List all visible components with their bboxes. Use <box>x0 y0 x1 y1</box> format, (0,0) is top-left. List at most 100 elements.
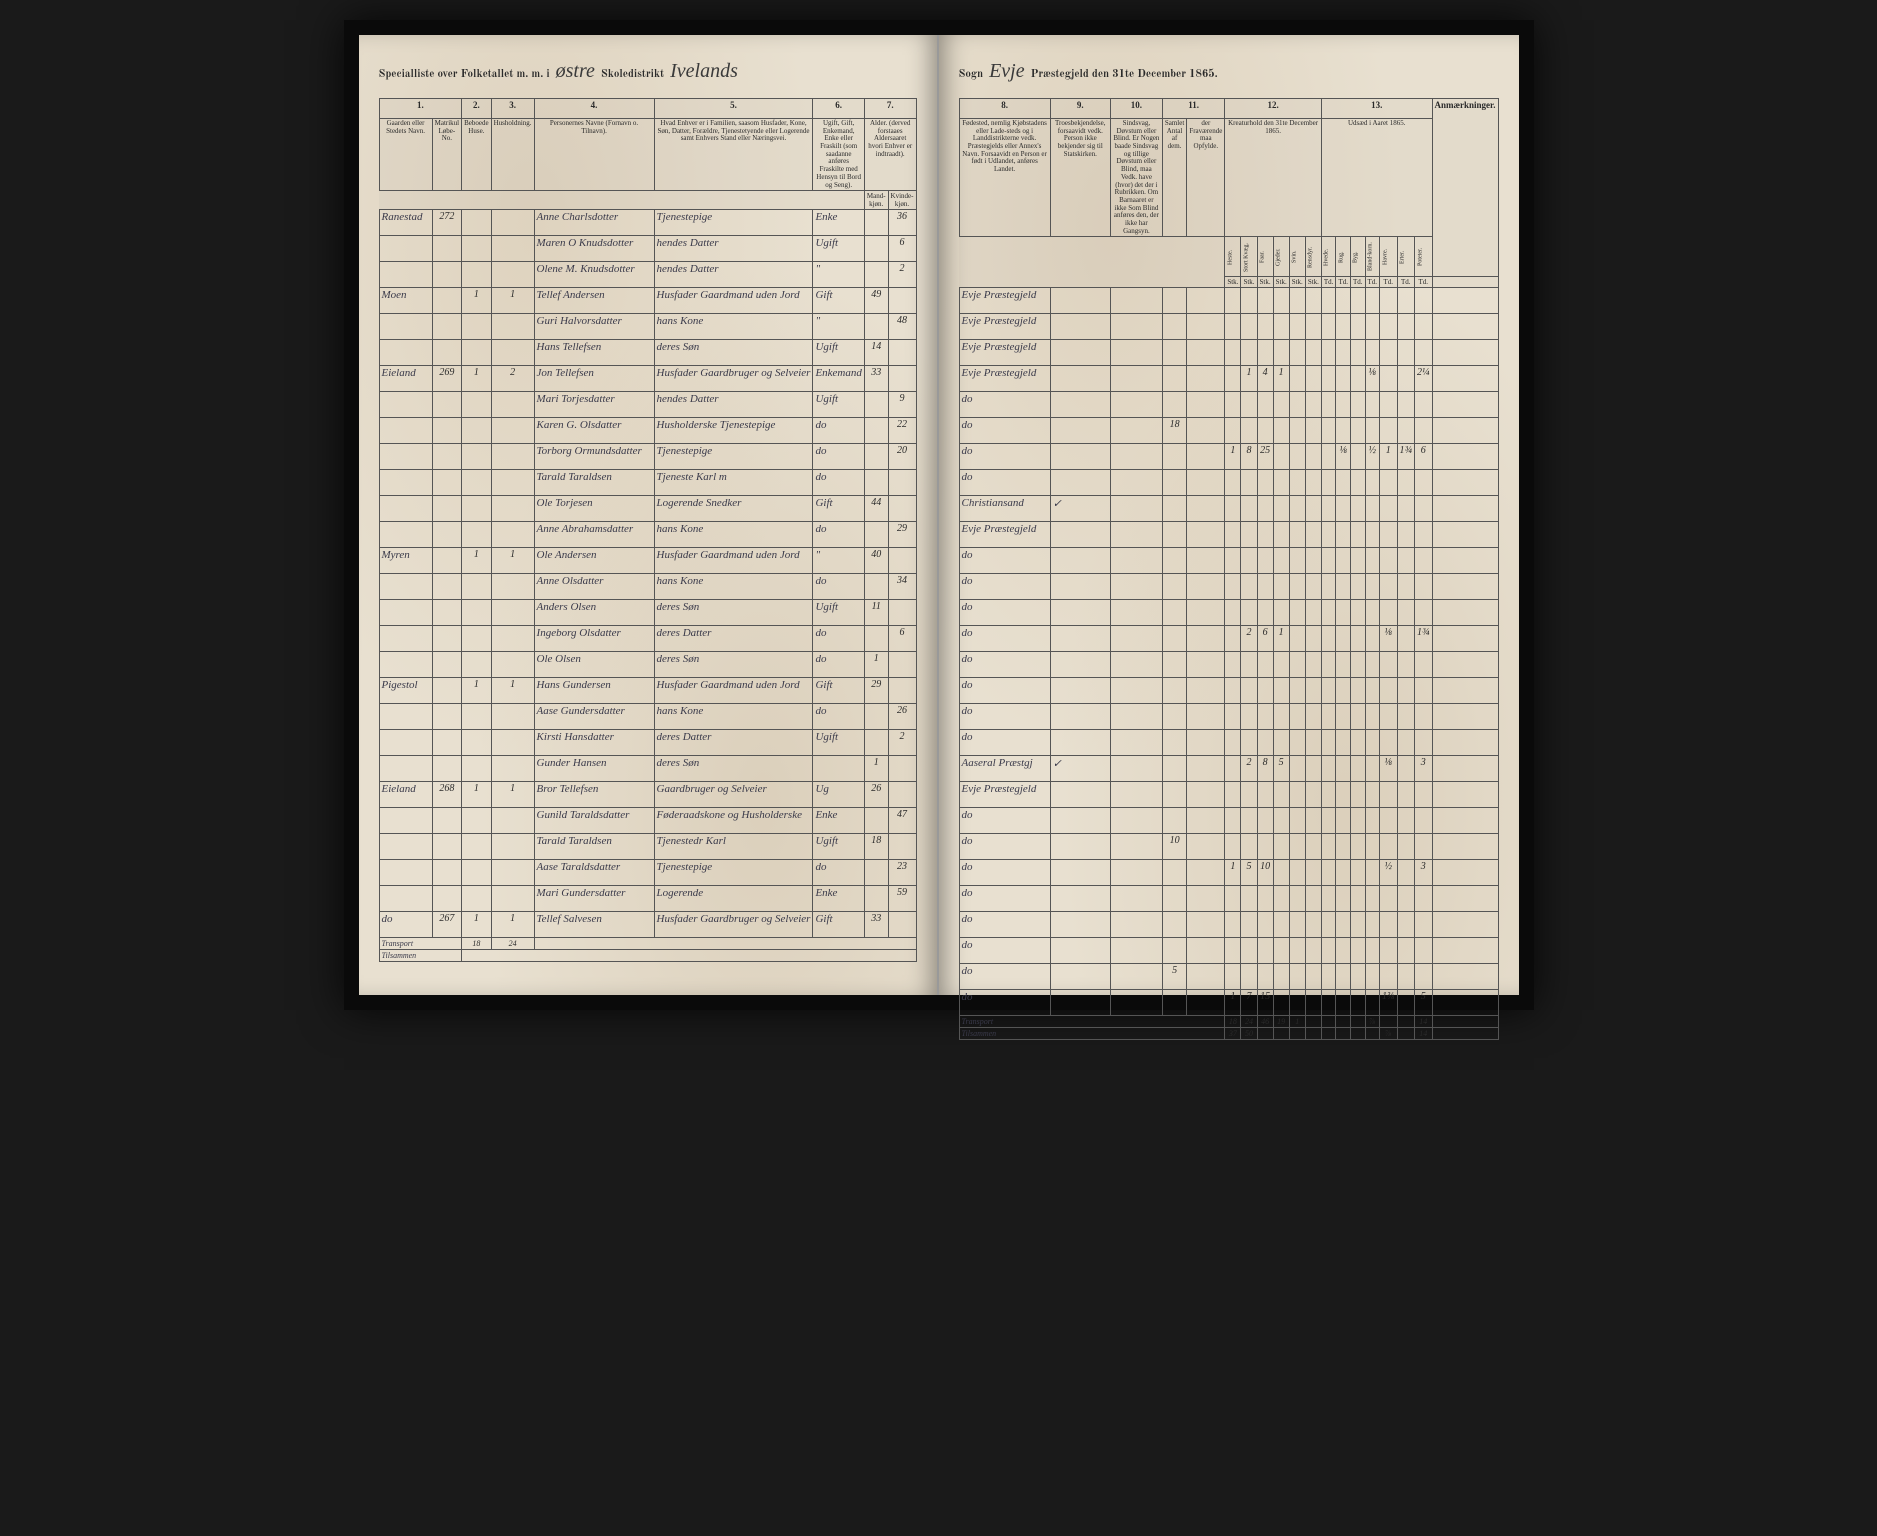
cell-place <box>379 314 432 340</box>
cell-role: hans Kone <box>654 574 813 600</box>
cell-c12 <box>1289 444 1305 470</box>
h-hh: Husholdning. <box>491 119 534 191</box>
cell-remark <box>1432 418 1498 444</box>
cell-name: Ingeborg Olsdatter <box>534 626 654 652</box>
cell-c13 <box>1350 496 1365 522</box>
cell-birth: do <box>959 652 1050 678</box>
sum-cell: 18 <box>1225 1016 1241 1028</box>
cell-status: Enke <box>813 210 864 236</box>
cell-c13 <box>1397 600 1415 626</box>
cell-dis <box>1110 418 1162 444</box>
cell-c12 <box>1241 470 1257 496</box>
cell-age-f: 6 <box>888 236 916 262</box>
unit-cell: Td. <box>1365 277 1380 288</box>
cell-dis <box>1110 938 1162 964</box>
cell-hh <box>491 730 534 756</box>
cell-c13 <box>1350 288 1365 314</box>
cell-11a <box>1162 366 1186 392</box>
unit-cell: Td. <box>1336 277 1351 288</box>
cell-role: hans Kone <box>654 314 813 340</box>
cell-birth: do <box>959 392 1050 418</box>
unit-cell: Stk. <box>1225 277 1241 288</box>
final-cell <box>1350 1028 1365 1040</box>
cell-11a <box>1162 808 1186 834</box>
cell-status <box>813 756 864 782</box>
cell-c13 <box>1321 574 1336 600</box>
cell-place <box>379 860 432 886</box>
cell-c12 <box>1225 730 1241 756</box>
cell-c12 <box>1225 678 1241 704</box>
cell-houses <box>462 262 492 288</box>
cell-11b <box>1187 704 1225 730</box>
cell-name: Gunild Taraldsdatter <box>534 808 654 834</box>
cell-c13 <box>1350 340 1365 366</box>
cell-c13 <box>1336 522 1351 548</box>
cell-11b <box>1187 626 1225 652</box>
final-cell: 14 <box>1415 1028 1433 1040</box>
cell-place <box>379 262 432 288</box>
cell-c12 <box>1273 834 1289 860</box>
cell-c12 <box>1225 652 1241 678</box>
cell-remark <box>1432 600 1498 626</box>
cell-11a <box>1162 522 1186 548</box>
sum-cell: 24 <box>1241 1016 1257 1028</box>
cell-c13 <box>1380 288 1398 314</box>
cell-c13 <box>1365 470 1380 496</box>
cell-c12 <box>1305 678 1321 704</box>
cell-dis <box>1110 574 1162 600</box>
cell-c13 <box>1380 366 1398 392</box>
cell-hh <box>491 392 534 418</box>
cell-c13 <box>1321 990 1336 1016</box>
cell-11b <box>1187 548 1225 574</box>
cell-place <box>379 600 432 626</box>
cell-age-m: 44 <box>864 496 888 522</box>
cell-c12 <box>1257 470 1273 496</box>
cell-hh <box>491 470 534 496</box>
cell-hh <box>491 626 534 652</box>
cell-c13 <box>1350 522 1365 548</box>
cell-c13 <box>1336 496 1351 522</box>
cell-mno <box>432 262 462 288</box>
cell-c13 <box>1397 938 1415 964</box>
cell-place <box>379 704 432 730</box>
cell-c12 <box>1305 964 1321 990</box>
cell-age-f <box>888 912 916 938</box>
cell-c13 <box>1415 574 1433 600</box>
final-cell <box>1273 1028 1289 1040</box>
cell-c12 <box>1257 678 1273 704</box>
table-row: Ingeborg Olsdatter deres Datter do 6 <box>379 626 916 652</box>
cell-age-f <box>888 470 916 496</box>
cell-11b <box>1187 860 1225 886</box>
cell-remark <box>1432 912 1498 938</box>
cell-hh <box>491 496 534 522</box>
col-1: 1. <box>379 99 462 119</box>
cell-11b <box>1187 782 1225 808</box>
cell-c13 <box>1336 990 1351 1016</box>
cell-c13 <box>1321 860 1336 886</box>
cell-hh <box>491 262 534 288</box>
cell-c13 <box>1321 886 1336 912</box>
cell-c12 <box>1241 600 1257 626</box>
cell-c13 <box>1415 730 1433 756</box>
cell-hh <box>491 340 534 366</box>
cell-c13 <box>1321 678 1336 704</box>
table-row: Evje Præstegjeld <box>959 782 1498 808</box>
cell-birth: do <box>959 470 1050 496</box>
cell-place <box>379 340 432 366</box>
cell-c12 <box>1225 548 1241 574</box>
table-row: do <box>959 678 1498 704</box>
cell-c13 <box>1336 808 1351 834</box>
cell-c12 <box>1305 626 1321 652</box>
cell-c12 <box>1225 756 1241 782</box>
cell-place <box>379 730 432 756</box>
table-row: do 18 <box>959 418 1498 444</box>
cell-c13 <box>1397 626 1415 652</box>
cell-c12 <box>1241 522 1257 548</box>
cell-11b <box>1187 964 1225 990</box>
cell-age-f <box>888 288 916 314</box>
cell-11b <box>1187 912 1225 938</box>
cell-age-m <box>864 418 888 444</box>
cell-c13 <box>1397 912 1415 938</box>
cell-c13 <box>1380 470 1398 496</box>
cell-11a <box>1162 912 1186 938</box>
